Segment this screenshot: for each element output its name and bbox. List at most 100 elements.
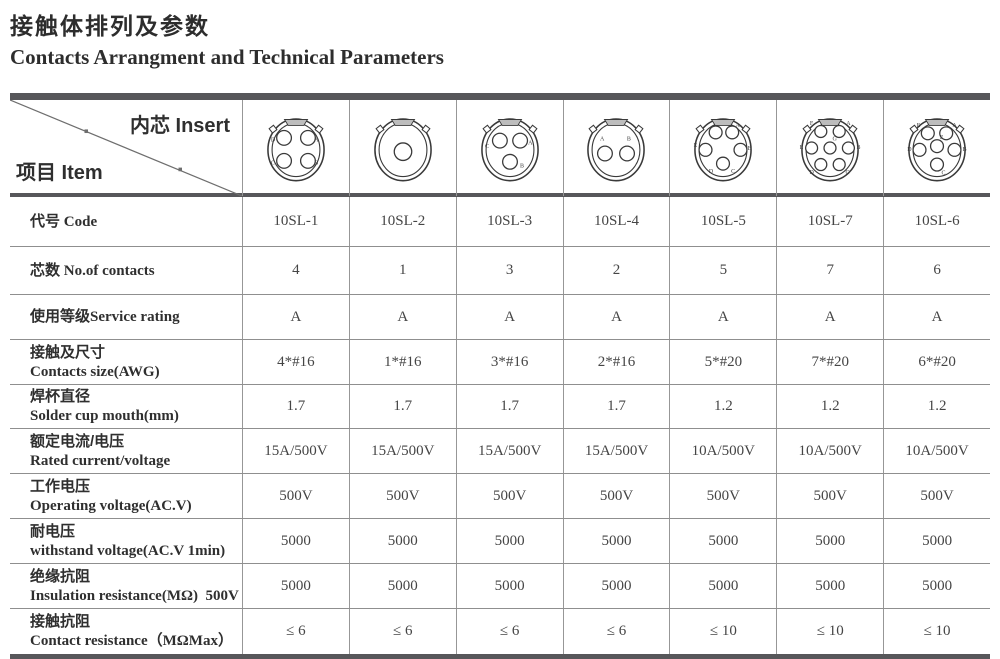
table-body: 代号 Code 10SL-1 10SL-2 10SL-3 10SL-4 10SL-5 10S… — [10, 197, 990, 654]
row-value: 5000 — [455, 564, 563, 608]
svg-text:A: A — [528, 140, 533, 146]
row-value: 500V — [455, 474, 563, 518]
row-label-zh: 耐电压 — [30, 522, 242, 541]
table-row: 工作电压 Operating voltage(AC.V) 500V 500V 500V 5… — [10, 474, 990, 519]
row-value: 10A/500V — [776, 429, 883, 473]
row-value: 10A/500V — [883, 429, 990, 473]
svg-text:A: A — [952, 123, 957, 129]
insert-diagram-10SL-1: A B C D — [267, 118, 325, 182]
row-value: 500V — [562, 474, 670, 518]
row-value: 5000 — [883, 564, 990, 608]
row-label-en: Rated current/voltage — [30, 451, 242, 471]
svg-text:C: C — [942, 171, 946, 177]
svg-text:B: B — [314, 161, 318, 167]
table-row: 使用等级Service rating A A A A A A A — [10, 295, 990, 340]
row-value: 1.7 — [455, 385, 563, 428]
row-value: 15A/500V — [562, 429, 670, 473]
row-label-zh-text: 绝缘抗阻 — [30, 567, 91, 585]
row-value: 1.7 — [242, 385, 349, 428]
row-value: 6*#20 — [883, 340, 990, 384]
row-value: 500V — [669, 474, 776, 518]
row-label: 焊杯直径 Solder cup mouth(mm) — [10, 385, 242, 428]
row-label: 接触及尺寸 Contacts size(AWG) — [10, 340, 242, 384]
row-label-zh: 接触及尺寸 — [30, 343, 242, 362]
row-value: 1 — [348, 247, 456, 294]
row-value: 7 — [776, 247, 883, 294]
row-value: ≤ 10 — [776, 609, 883, 654]
row-label-zh-text: 焊杯直径 — [30, 388, 91, 405]
row-value: 500V — [883, 474, 990, 518]
table-row: 代号 Code 10SL-1 10SL-2 10SL-3 10SL-4 10SL-5 10S… — [10, 197, 990, 247]
row-value: 10SL-6 — [883, 197, 990, 246]
row-label: 耐电压 withstand voltage(AC.V 1min) — [10, 519, 242, 563]
svg-text:B: B — [627, 137, 631, 143]
row-label-en-text: Service rating — [90, 309, 180, 325]
svg-text:C: C — [731, 169, 735, 175]
row-value: 500V — [776, 474, 883, 518]
row-label-en: Solder cup mouth(mm) — [30, 406, 242, 426]
insert-cell-10SL-6: E A D B C F — [883, 100, 990, 196]
row-value: 5000 — [455, 519, 563, 563]
table-row: 焊杯直径 Solder cup mouth(mm) 1.7 1.7 1.7 1.7 1.2 1… — [10, 385, 990, 429]
corner-cell: 内芯 Insert 项目 Item — [10, 100, 242, 196]
row-label: 绝缘抗阻 Insulation resistance(MΩ) 500V — [10, 564, 242, 608]
row-value: 10SL-4 — [562, 197, 670, 246]
table-row: 绝缘抗阻 Insulation resistance(MΩ) 500V 5000 50… — [10, 564, 990, 609]
row-label-en-text: withstand voltage(AC.V 1min) — [30, 542, 226, 559]
svg-text:E: E — [800, 145, 804, 151]
row-value: 5000 — [562, 564, 670, 608]
row-value: 1.2 — [669, 385, 776, 428]
row-value: 15A/500V — [455, 429, 563, 473]
row-value: A — [883, 295, 990, 339]
row-value: 10SL-7 — [776, 197, 883, 246]
row-value: 4 — [242, 247, 349, 294]
row-value: 5000 — [242, 519, 349, 563]
diagonal-line — [10, 100, 242, 196]
row-value: 15A/500V — [242, 429, 349, 473]
row-value: 10SL-5 — [669, 197, 776, 246]
svg-text:B: B — [963, 147, 967, 153]
row-label-zh: 额定电流/电压 — [30, 432, 242, 451]
row-label: 额定电流/电压 Rated current/voltage — [10, 429, 242, 473]
table-row: 额定电流/电压 Rated current/voltage 15A/500V 15A/… — [10, 429, 990, 474]
row-label: 接触抗阻 Contact resistance（MΩMax） — [10, 609, 242, 654]
row-value: 7*#20 — [776, 340, 883, 384]
table-row: 耐电压 withstand voltage(AC.V 1min) 5000 5000 5… — [10, 519, 990, 564]
row-label: 芯数 No.of contacts — [10, 247, 242, 294]
table-row: 芯数 No.of contacts 4 1 3 2 5 7 6 — [10, 247, 990, 295]
row-label-en-text: Contact resistance（MΩMax） — [30, 633, 233, 649]
insert-cell-10SL-2 — [348, 100, 456, 196]
row-label-en-text: Contacts size(AWG) — [30, 363, 160, 380]
row-value: 5000 — [883, 519, 990, 563]
row-label-zh-text: 耐电压 — [30, 522, 76, 540]
page: 接触体排列及参数 Contacts Arrangment and Technic… — [0, 7, 1000, 659]
row-value: 500V — [242, 474, 349, 518]
insert-cell-10SL-1: A B C D — [242, 100, 349, 196]
svg-text:D: D — [709, 169, 714, 175]
svg-text:F: F — [810, 121, 814, 127]
row-value: ≤ 6 — [348, 609, 456, 654]
svg-text:B: B — [857, 145, 861, 151]
row-label-en: Insulation resistance(MΩ) 500V — [30, 586, 242, 606]
row-value: ≤ 6 — [242, 609, 349, 654]
row-label-zh: 工作电压 — [30, 477, 242, 496]
row-value: 1.7 — [562, 385, 670, 428]
svg-text:E: E — [694, 143, 698, 149]
page-title-zh: 接触体排列及参数 — [10, 13, 210, 39]
row-label-en-text: Insulation resistance(MΩ) 500V — [30, 587, 239, 604]
row-value: 5*#20 — [669, 340, 776, 384]
row-label-zh: 接触抗阻 — [30, 612, 242, 631]
row-value: 1.2 — [776, 385, 883, 428]
insert-diagram-10SL-7: F A E B D C G — [800, 118, 861, 182]
row-value: 5000 — [776, 564, 883, 608]
insert-cell-10SL-5: A B C D E — [669, 100, 776, 196]
row-label-text: 使用等级Service rating — [30, 307, 242, 327]
row-label-text: 代号 Code — [30, 212, 242, 232]
header-separator — [10, 193, 990, 197]
row-value: 1.7 — [348, 385, 456, 428]
row-value: 2*#16 — [562, 340, 670, 384]
